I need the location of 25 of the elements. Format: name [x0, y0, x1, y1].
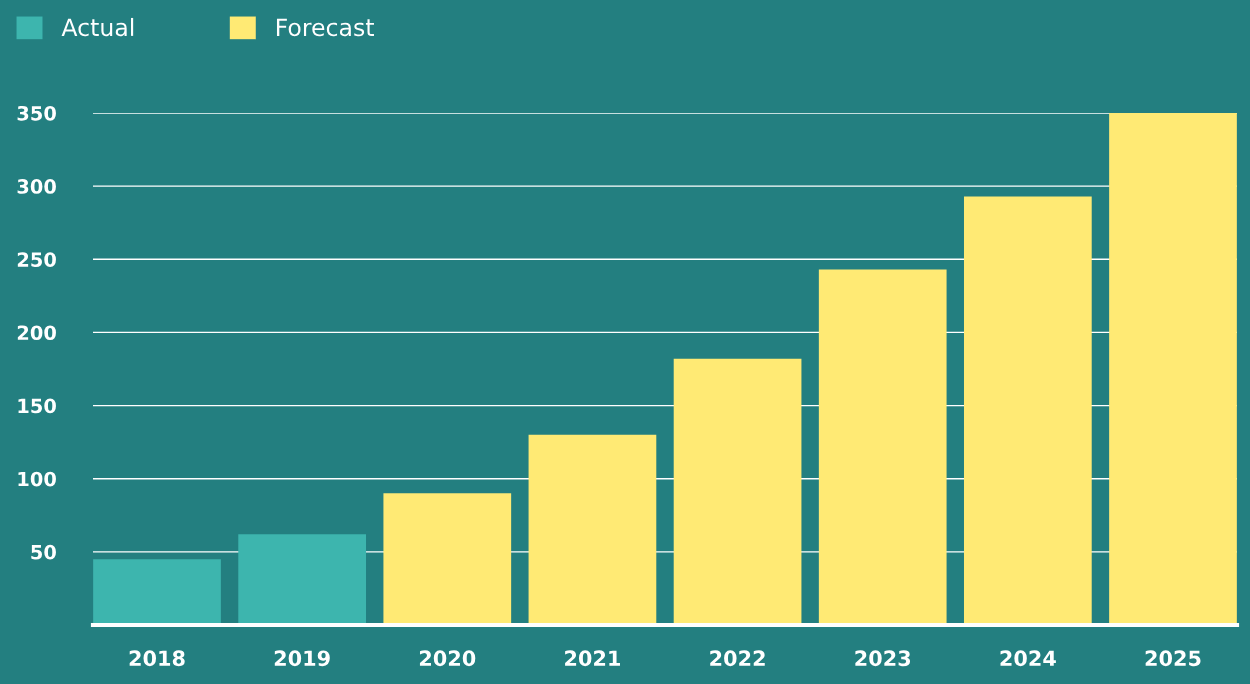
y-tick-label: 250 [17, 252, 56, 267]
bar [673, 358, 802, 625]
y-tick-label: 50 [31, 544, 56, 560]
y-tick-label: 150 [18, 398, 56, 414]
bar [93, 559, 221, 625]
x-tick-label: 2022 [710, 650, 765, 667]
x-tick-label: 2024 [1000, 650, 1056, 667]
bar [1109, 113, 1237, 625]
x-tick-label: 2025 [1145, 650, 1201, 667]
x-tick-label: 2023 [855, 650, 911, 667]
bar [963, 196, 1092, 625]
legend-label: Forecast [276, 18, 374, 37]
x-tick-label: 2020 [419, 650, 476, 667]
legend-label: Actual [61, 17, 134, 37]
bar [818, 269, 947, 625]
y-tick-label: 100 [18, 471, 56, 487]
x-tick-label: 2021 [565, 650, 620, 667]
y-tick-label: 350 [17, 105, 56, 121]
bar [383, 493, 512, 625]
bar [528, 434, 657, 625]
bar [238, 534, 367, 625]
x-tick-label: 2018 [129, 650, 185, 667]
y-tick-label: 300 [17, 179, 56, 194]
x-tick-label: 2019 [274, 650, 330, 667]
y-tick-label: 200 [17, 325, 56, 341]
